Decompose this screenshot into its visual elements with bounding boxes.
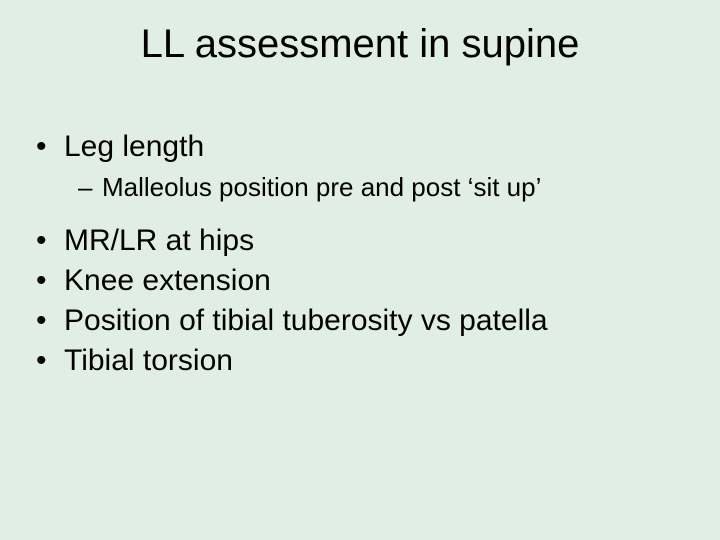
bullet-item: • Position of tibial tuberosity vs patel… (36, 302, 686, 340)
bullet-marker: • (36, 222, 64, 260)
slide-container: LL assessment in supine • Leg length – M… (0, 0, 720, 540)
slide-body: • Leg length – Malleolus position pre an… (36, 128, 686, 382)
bullet-item: • Knee extension (36, 262, 686, 300)
bullet-item: • Tibial torsion (36, 342, 686, 380)
bullet-item: • MR/LR at hips (36, 222, 686, 260)
bullet-text: Knee extension (64, 262, 271, 300)
bullet-text: Leg length (64, 128, 204, 166)
slide-title: LL assessment in supine (0, 22, 720, 67)
sub-bullet-item: – Malleolus position pre and post ‘sit u… (78, 170, 686, 204)
bullet-group: • MR/LR at hips • Knee extension • Posit… (36, 222, 686, 380)
bullet-text: Tibial torsion (64, 342, 233, 380)
bullet-marker: • (36, 262, 64, 300)
sub-bullet-marker: – (78, 170, 102, 204)
bullet-marker: • (36, 342, 64, 380)
bullet-item: • Leg length (36, 128, 686, 166)
bullet-marker: • (36, 128, 64, 166)
bullet-text: MR/LR at hips (64, 222, 254, 260)
bullet-marker: • (36, 302, 64, 340)
bullet-text: Position of tibial tuberosity vs patella (64, 302, 548, 340)
sub-bullet-text: Malleolus position pre and post ‘sit up’ (102, 170, 541, 204)
